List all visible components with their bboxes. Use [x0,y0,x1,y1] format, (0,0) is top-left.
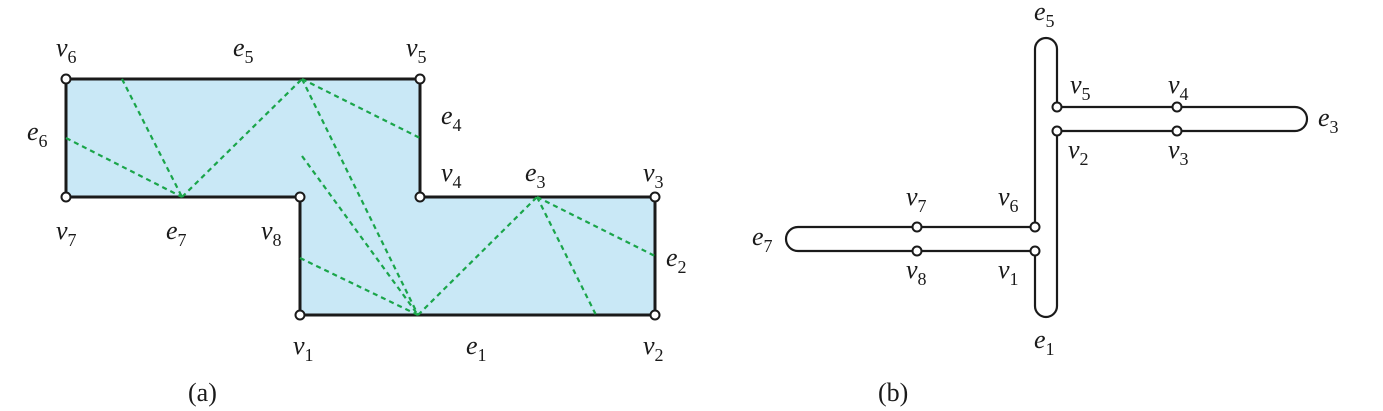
diagonal [301,78,421,139]
vertex-labels: v6 v5 v4 v3 v7 v8 v1 v2 [56,33,664,365]
label-e7: e7 [166,216,187,250]
vertex-v6 [1029,221,1041,233]
label-e6: e6 [27,117,48,151]
vertex-v2 [1051,125,1063,137]
vertical-loop-left [1033,36,1059,227]
label-v7: v7 [906,182,927,216]
vertex-v1 [294,309,306,321]
figure-a: v6 v5 v4 v3 v7 v8 v1 v2 e5 e4 e6 e3 e7 e… [27,33,687,407]
label-v6: v6 [56,33,77,67]
caption-b: (b) [878,378,908,407]
vertical-loop-right [1033,131,1059,319]
edge-labels-b: e5 e3 e7 e1 [752,0,1339,359]
vertex-v4 [414,191,426,203]
diagonal [121,78,183,198]
vertex-v1 [1029,245,1041,257]
label-e5: e5 [1034,0,1055,31]
diagonal [299,257,419,316]
vertex-v8 [911,245,923,257]
label-v7: v7 [56,216,77,250]
left-loop [784,225,1035,253]
vertex-v6 [60,73,72,85]
dashed-diagonals [65,78,656,316]
vertex-v8 [294,191,306,203]
label-v4: v4 [441,158,462,192]
diagonal [536,196,597,316]
diagonal [417,196,538,316]
label-e1: e1 [1034,325,1055,359]
right-loop [1057,105,1309,133]
label-e2: e2 [666,243,687,277]
label-e3: e3 [525,158,546,192]
vertex-v5 [414,73,426,85]
label-v8: v8 [906,255,927,289]
diagonal [301,78,419,316]
label-v1: v1 [293,331,314,365]
label-v3: v3 [643,158,664,192]
label-v2: v2 [1068,135,1089,169]
label-e3: e3 [1318,103,1339,137]
diagonal [181,78,303,198]
label-v2: v2 [643,331,664,365]
label-v5: v5 [1070,70,1091,104]
label-v3: v3 [1168,135,1189,169]
vertex-v5 [1051,101,1063,113]
label-e1: e1 [466,331,487,365]
label-v8: v8 [261,216,282,250]
vertex-v3 [1171,125,1183,137]
vertex-v4 [1171,101,1183,113]
label-v6: v6 [998,182,1019,216]
vertex-markers [60,73,661,321]
label-e4: e4 [441,101,462,135]
vertex-v2 [649,309,661,321]
label-v5: v5 [406,33,427,67]
label-e5: e5 [233,33,254,67]
caption-a: (a) [188,378,217,407]
diagonal [536,196,656,257]
polygon-region [64,77,657,317]
label-e7: e7 [752,222,773,256]
diagonal [65,137,183,198]
label-v1: v1 [998,255,1019,289]
vertex-v7 [60,191,72,203]
label-v4: v4 [1168,70,1189,104]
vertex-labels-b: v5 v4 v2 v3 v7 v6 v8 v1 [906,70,1189,289]
figure-b: v5 v4 v2 v3 v7 v6 v8 v1 e5 e3 e7 e1 (b) [752,0,1339,407]
vertex-markers-b [911,101,1183,257]
diagonal [301,155,419,316]
vertex-v7 [911,221,923,233]
vertex-v3 [649,191,661,203]
edge-labels: e5 e4 e6 e3 e7 e2 e1 [27,33,687,365]
